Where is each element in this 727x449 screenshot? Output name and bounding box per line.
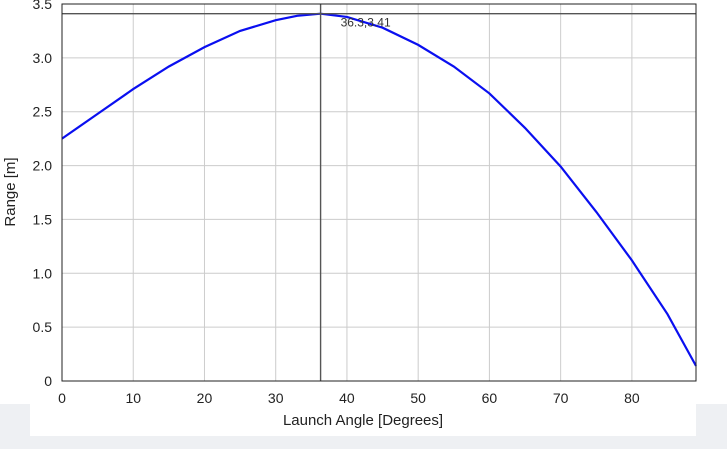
grid-lines [61, 3, 696, 382]
x-tick-label: 70 [553, 390, 569, 404]
range-vs-angle-chart: 0 0.5 1.0 1.5 2.0 2.5 3.0 3.5 0 10 20 30 40 50 60 70 80… [33, 0, 697, 406]
y-tick-label: 0 [44, 373, 52, 389]
y-tick-label: 3.5 [33, 0, 53, 12]
x-tick-label: 40 [339, 390, 355, 404]
x-tick-label: 10 [125, 390, 141, 404]
x-tick-label: 30 [268, 390, 284, 404]
x-tick-labels: 0 10 20 30 40 50 60 70 80 [58, 390, 640, 406]
x-axis-label: Launch Angle [Degrees] [282, 412, 444, 429]
y-axis-label: Range [m] [2, 157, 19, 227]
x-tick-label: 50 [410, 390, 426, 404]
y-tick-label: 2.5 [33, 104, 53, 120]
crosshair-readout: 36.3,3.41 [341, 16, 391, 30]
range-curve [61, 12, 697, 367]
x-tick-label: 0 [58, 390, 66, 404]
x-tick-label: 80 [624, 390, 640, 404]
y-tick-label: 1.5 [33, 211, 53, 227]
x-tick-label: 60 [482, 390, 498, 404]
plot-frame [61, 3, 697, 382]
y-tick-label: 3.0 [33, 50, 53, 66]
x-tick-label: 20 [197, 390, 213, 404]
y-tick-label: 0.5 [33, 319, 53, 335]
y-tick-labels: 0 0.5 1.0 1.5 2.0 2.5 3.0 3.5 [33, 0, 53, 389]
y-tick-label: 1.0 [33, 265, 53, 281]
y-tick-label: 2.0 [33, 158, 53, 174]
x-axis-label-strip: Launch Angle [Degrees] [30, 404, 696, 436]
chart-panel: 0 0.5 1.0 1.5 2.0 2.5 3.0 3.5 0 10 20 30 40 50 60 70 80… [0, 0, 727, 406]
